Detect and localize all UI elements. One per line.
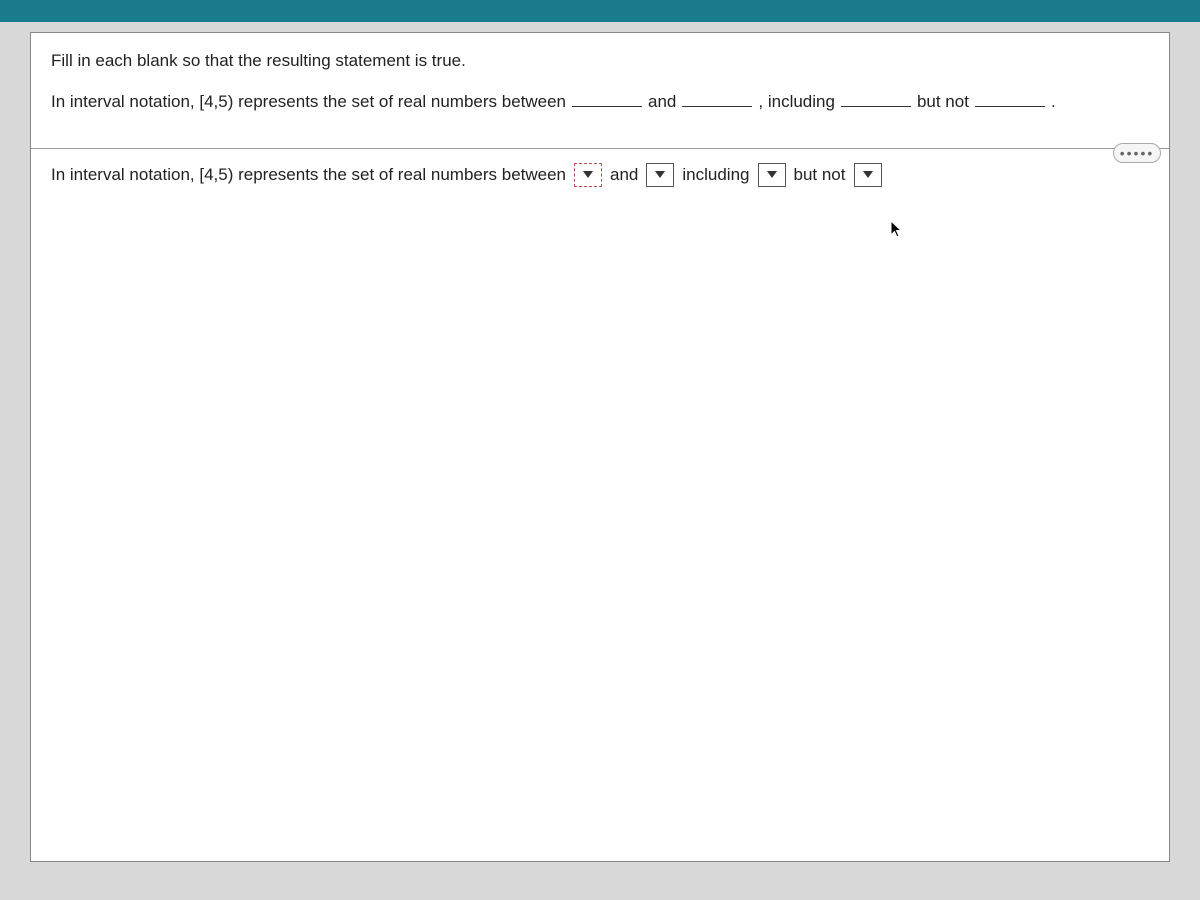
more-options-button[interactable]: ••••• xyxy=(1113,143,1161,163)
instruction-text: Fill in each blank so that the resulting… xyxy=(51,51,1149,71)
question-statement: In interval notation, [4,5) represents t… xyxy=(51,87,1149,118)
answer-and: and xyxy=(610,165,638,185)
statement-prefix: In interval notation, [4,5) represents t… xyxy=(51,87,566,118)
ellipsis-icon: ••••• xyxy=(1120,146,1155,160)
chevron-down-icon xyxy=(863,171,873,178)
dropdown-4[interactable] xyxy=(854,163,882,187)
answer-line: In interval notation, [4,5) represents t… xyxy=(31,149,1169,201)
answer-prefix: In interval notation, [4,5) represents t… xyxy=(51,165,566,185)
dropdown-1[interactable] xyxy=(574,163,602,187)
blank-4 xyxy=(975,87,1045,107)
word-period: . xyxy=(1051,87,1056,118)
answer-including: including xyxy=(682,165,749,185)
question-area: Fill in each blank so that the resulting… xyxy=(31,33,1169,136)
chevron-down-icon xyxy=(583,171,593,178)
word-including: , including xyxy=(758,87,835,118)
cursor-icon xyxy=(889,219,905,244)
chevron-down-icon xyxy=(767,171,777,178)
blank-1 xyxy=(572,87,642,107)
answer-but-not: but not xyxy=(794,165,846,185)
question-panel: Fill in each blank so that the resulting… xyxy=(30,32,1170,862)
dropdown-3[interactable] xyxy=(758,163,786,187)
blank-2 xyxy=(682,87,752,107)
blank-3 xyxy=(841,87,911,107)
header-bar xyxy=(0,0,1200,22)
word-but-not: but not xyxy=(917,87,969,118)
chevron-down-icon xyxy=(655,171,665,178)
dropdown-2[interactable] xyxy=(646,163,674,187)
word-and: and xyxy=(648,87,676,118)
